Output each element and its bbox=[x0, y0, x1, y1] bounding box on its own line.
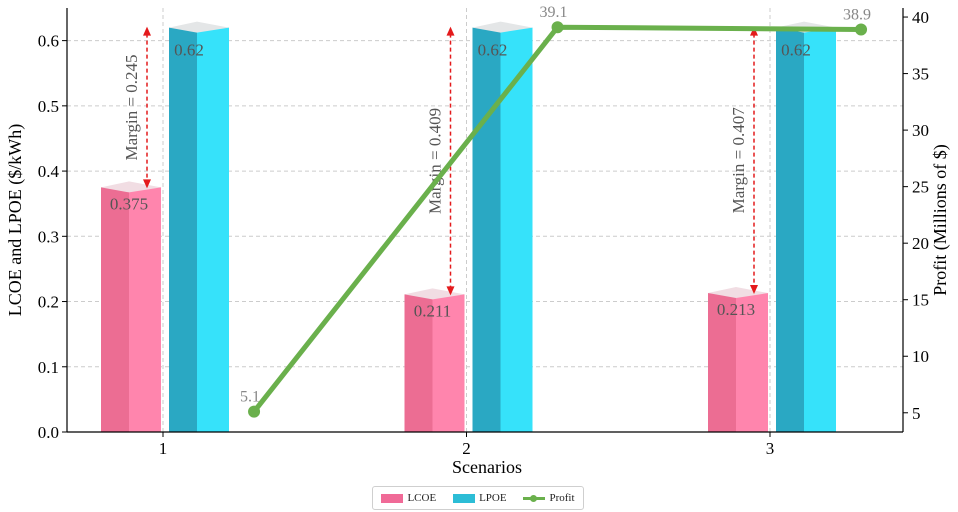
data-label-profit: 38.9 bbox=[843, 6, 871, 23]
bar-face-right bbox=[432, 294, 465, 432]
bar-lpoe bbox=[169, 21, 229, 432]
bar-face-left bbox=[776, 27, 804, 432]
margin-arrow bbox=[143, 26, 151, 189]
tick-label-x: 1 bbox=[159, 439, 168, 458]
bar-face-right bbox=[197, 27, 229, 432]
bar-face-left bbox=[169, 27, 197, 432]
y-axis-title-left: LCOE and LPOE ($/kWh) bbox=[5, 124, 26, 316]
margin-arrow-head-top bbox=[446, 26, 455, 36]
bar-top bbox=[708, 287, 768, 299]
data-label-lpoe: 0.62 bbox=[478, 41, 508, 60]
bar-face-left bbox=[472, 27, 501, 432]
legend-item-lpoe: LPOE bbox=[453, 492, 507, 504]
tick-label-left: 0.5 bbox=[38, 97, 59, 116]
profit-point bbox=[855, 23, 868, 36]
legend-item-profit: Profit bbox=[523, 492, 575, 504]
bar-lcoe bbox=[404, 288, 465, 432]
legend: LCOE LPOE Profit bbox=[372, 486, 584, 510]
bar-face-left bbox=[708, 293, 736, 432]
bar-lcoe bbox=[101, 181, 161, 432]
profit-swatch bbox=[523, 494, 546, 503]
data-label-profit: 5.1 bbox=[240, 389, 260, 406]
margin-annotation: Margin = 0.245 bbox=[122, 54, 141, 160]
margin-arrow bbox=[750, 26, 758, 295]
margin-annotation: Margin = 0.409 bbox=[426, 108, 445, 214]
margin-arrow-head-bottom bbox=[143, 179, 151, 189]
data-label-lpoe: 0.62 bbox=[174, 41, 204, 60]
data-label-lcoe: 0.375 bbox=[110, 194, 148, 213]
tick-label-x: 3 bbox=[766, 439, 775, 458]
tick-label-left: 0.3 bbox=[38, 227, 59, 246]
lcoe-swatch bbox=[381, 493, 404, 503]
margin-arrow-head-top bbox=[143, 26, 151, 36]
tick-label-right: 25 bbox=[912, 178, 929, 197]
bar-face-right bbox=[129, 187, 161, 432]
tick-label-right: 20 bbox=[912, 234, 929, 253]
bar-face-right bbox=[736, 293, 768, 432]
tick-label-right: 30 bbox=[912, 121, 929, 140]
tick-label-left: 0.1 bbox=[38, 358, 59, 377]
legend-label-lpoe: LPOE bbox=[479, 492, 507, 504]
bar-face-left bbox=[404, 294, 433, 432]
tick-label-left: 0.2 bbox=[38, 293, 59, 312]
bar-lpoe bbox=[776, 21, 836, 432]
data-label-lcoe: 0.213 bbox=[717, 300, 755, 319]
bar-face-left bbox=[101, 187, 129, 432]
margin-arrow-head-bottom bbox=[446, 286, 455, 296]
x-axis-title: Scenarios bbox=[452, 457, 522, 477]
data-label-lpoe: 0.62 bbox=[781, 41, 811, 60]
bar-lcoe bbox=[708, 287, 768, 432]
bar-top bbox=[169, 21, 229, 33]
tick-label-left: 0.0 bbox=[38, 423, 59, 442]
profit-point bbox=[248, 405, 261, 418]
bar-lpoe bbox=[472, 21, 533, 432]
legend-item-lcoe: LCOE bbox=[381, 492, 436, 504]
tick-label-right: 15 bbox=[912, 291, 929, 310]
lpoe-swatch bbox=[453, 493, 476, 503]
margin-arrow-head-bottom bbox=[750, 285, 758, 295]
bar-top bbox=[101, 181, 161, 193]
tick-label-right: 10 bbox=[912, 347, 929, 366]
profit-point bbox=[551, 21, 564, 34]
tick-label-right: 5 bbox=[912, 404, 921, 423]
bar-top bbox=[472, 21, 533, 33]
tick-label-right: 40 bbox=[912, 8, 929, 27]
y-axis-title-right: Profit (Millions of $) bbox=[930, 144, 951, 296]
bar-face-right bbox=[500, 27, 533, 432]
tick-label-right: 35 bbox=[912, 65, 929, 84]
data-label-lcoe: 0.211 bbox=[414, 301, 452, 320]
tick-label-x: 2 bbox=[462, 439, 471, 458]
tick-label-left: 0.4 bbox=[38, 162, 60, 181]
bar-top bbox=[404, 288, 465, 300]
legend-label-profit: Profit bbox=[549, 492, 575, 504]
legend-label-lcoe: LCOE bbox=[407, 492, 437, 504]
data-label-profit: 39.1 bbox=[540, 4, 568, 21]
tick-label-left: 0.6 bbox=[38, 32, 59, 51]
margin-annotation: Margin = 0.407 bbox=[729, 107, 748, 214]
bar-face-right bbox=[804, 27, 836, 432]
